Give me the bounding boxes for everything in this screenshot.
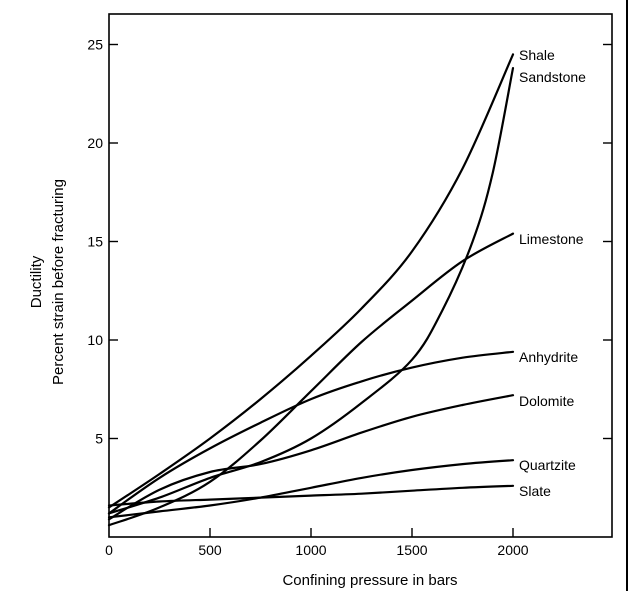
y-tick-label: 15 xyxy=(87,234,103,250)
label-anhydrite: Anhydrite xyxy=(519,349,578,365)
label-quartzite: Quartzite xyxy=(519,457,576,473)
x-tick-label: 1500 xyxy=(396,542,427,558)
x-axis-title: Confining pressure in bars xyxy=(282,572,457,589)
curve-dolomite xyxy=(107,394,515,521)
y-tick-label: 10 xyxy=(87,332,103,348)
curve-anhydrite xyxy=(107,350,515,515)
y-axis-title: Ductility Percent strain before fracturi… xyxy=(28,179,67,385)
label-dolomite: Dolomite xyxy=(519,393,574,409)
curve-shale xyxy=(107,53,515,509)
series-curves xyxy=(107,53,515,527)
plot-frame xyxy=(108,13,613,538)
axis-ticks xyxy=(109,43,612,537)
y-tick-label: 25 xyxy=(87,37,103,53)
label-slate: Slate xyxy=(519,483,551,499)
axis-tick-labels: 0 500 1000 1500 2000 5 10 15 20 25 xyxy=(87,37,528,559)
y-tick-label: 20 xyxy=(87,135,103,151)
x-tick-label: 500 xyxy=(198,542,222,558)
series-labels: Shale Sandstone Limestone Anhydrite Dolomite… xyxy=(519,47,586,499)
x-tick-label: 0 xyxy=(105,542,113,558)
label-shale: Shale xyxy=(519,47,555,63)
curve-quartzite xyxy=(107,459,515,519)
y-tick-label: 5 xyxy=(95,431,103,447)
label-sandstone: Sandstone xyxy=(519,69,586,85)
x-tick-label: 1000 xyxy=(295,542,326,558)
y-axis-title-line-1: Ductility xyxy=(28,255,45,308)
curve-slate xyxy=(107,484,515,507)
label-limestone: Limestone xyxy=(519,231,584,247)
y-axis-title-line-2: Percent strain before fracturing xyxy=(50,179,67,385)
curve-limestone xyxy=(107,232,515,527)
curve-sandstone xyxy=(107,67,515,515)
x-tick-label: 2000 xyxy=(497,542,528,558)
